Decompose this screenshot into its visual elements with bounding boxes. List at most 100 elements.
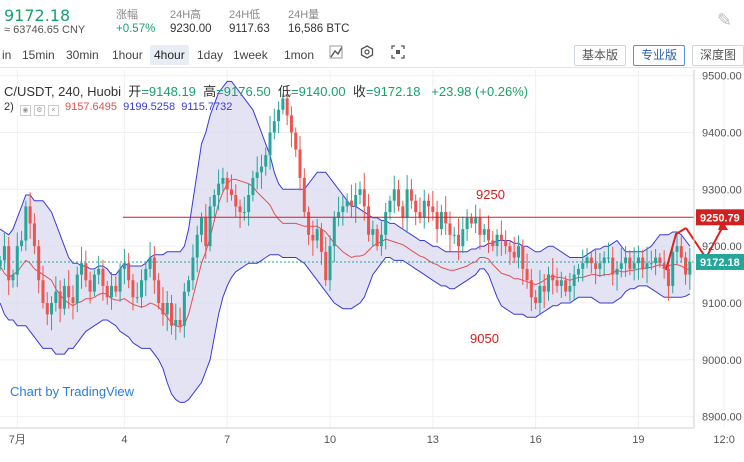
indicator-icon[interactable] bbox=[356, 45, 378, 65]
candle-body bbox=[499, 234, 503, 241]
candle-body bbox=[354, 195, 358, 207]
high-value: 9230.00 bbox=[170, 23, 212, 35]
candle-body bbox=[319, 229, 323, 252]
candle-body bbox=[379, 234, 383, 247]
candle-body bbox=[529, 280, 533, 298]
candle-body bbox=[469, 217, 473, 224]
candle-body bbox=[585, 257, 589, 264]
candle-body bbox=[384, 212, 388, 235]
candle-body bbox=[268, 132, 272, 156]
candle-body bbox=[285, 98, 289, 116]
candle-body bbox=[555, 280, 559, 286]
x-tick-label: 12:0 bbox=[713, 434, 734, 446]
candle-body bbox=[589, 257, 593, 264]
x-tick-label: 7月 bbox=[9, 434, 26, 446]
candle-body bbox=[118, 268, 122, 292]
candle-body bbox=[289, 115, 293, 133]
view-basic-button[interactable]: 基本版 bbox=[574, 45, 627, 66]
candle-body bbox=[542, 285, 546, 292]
candle-body bbox=[362, 189, 366, 207]
candle-body bbox=[508, 246, 512, 252]
timeframe-1day[interactable]: 1day bbox=[197, 48, 224, 62]
x-tick-label: 13 bbox=[427, 434, 439, 446]
candle-body bbox=[474, 217, 478, 224]
low-value-legend: 9140.00 bbox=[298, 84, 346, 99]
candle-body bbox=[452, 234, 456, 236]
candle-body bbox=[546, 274, 550, 292]
candle-body bbox=[521, 246, 525, 269]
candle-body bbox=[20, 240, 24, 247]
candle-body bbox=[208, 206, 212, 247]
candle-body bbox=[122, 263, 126, 269]
current-price-tag bbox=[696, 253, 744, 270]
candle-body bbox=[62, 285, 66, 309]
candle-body bbox=[217, 183, 221, 196]
timeframe-1week[interactable]: 1week bbox=[233, 48, 268, 62]
candle-style-icon[interactable] bbox=[325, 45, 347, 65]
candle-body bbox=[397, 189, 401, 207]
candle-body bbox=[294, 132, 298, 150]
candle-body bbox=[512, 251, 516, 258]
x-tick-label: 7 bbox=[224, 434, 230, 446]
candle-body bbox=[221, 177, 225, 184]
candle-body bbox=[418, 212, 422, 218]
close-icon[interactable]: × bbox=[47, 105, 59, 116]
candle-body bbox=[649, 263, 653, 265]
open-label: 开 bbox=[128, 84, 142, 99]
change-label: 涨幅 bbox=[116, 9, 138, 21]
annotation-9250: 9250 bbox=[476, 187, 505, 202]
tradingview-watermark[interactable]: Chart by TradingView bbox=[10, 384, 135, 399]
close-value-legend: 9172.18 bbox=[373, 84, 421, 99]
close-label-legend: 收 bbox=[352, 84, 366, 99]
candle-body bbox=[572, 274, 576, 286]
candle-body bbox=[598, 263, 602, 269]
candle-body bbox=[225, 177, 229, 190]
draw-pen-icon[interactable]: ✎ bbox=[716, 10, 732, 30]
candle-body bbox=[32, 223, 36, 247]
candle-body bbox=[272, 121, 276, 133]
candle-body bbox=[632, 263, 636, 269]
view-depth-button[interactable]: 深度图 bbox=[692, 45, 744, 66]
candle-body bbox=[349, 200, 353, 207]
candle-body bbox=[311, 234, 315, 241]
bb-mid-value: 9157.6495 bbox=[64, 101, 117, 113]
candle-body bbox=[328, 246, 332, 281]
change-value: +0.57% bbox=[116, 23, 156, 35]
candle-body bbox=[538, 285, 542, 303]
timeframe-30min[interactable]: 30min bbox=[66, 48, 99, 62]
low-value: 9117.63 bbox=[229, 23, 270, 35]
candle-body bbox=[191, 257, 195, 281]
candle-body bbox=[615, 268, 619, 275]
candle-body bbox=[606, 257, 610, 259]
timeframe-1min[interactable]: in bbox=[2, 48, 12, 62]
settings-icon[interactable]: ⚙ bbox=[33, 105, 45, 116]
candle-body bbox=[157, 280, 161, 303]
x-tick-label: 4 bbox=[121, 434, 127, 446]
y-tick-label: 9000.00 bbox=[702, 355, 742, 367]
candle-body bbox=[679, 246, 683, 258]
candle-body bbox=[628, 257, 632, 269]
candle-body bbox=[315, 229, 319, 241]
timeframe-15min[interactable]: 15min bbox=[22, 48, 55, 62]
candle-body bbox=[101, 268, 105, 286]
timeframe-1hour[interactable]: 1hour bbox=[112, 48, 143, 62]
timeframe-1mon[interactable]: 1mon bbox=[284, 48, 315, 62]
candle-body bbox=[517, 246, 520, 258]
candle-body bbox=[405, 189, 409, 218]
eye-icon[interactable]: ◉ bbox=[19, 105, 31, 116]
candle-body bbox=[84, 263, 88, 281]
view-pro-button[interactable]: 专业版 bbox=[633, 45, 686, 66]
annotation-9050: 9050 bbox=[470, 331, 499, 346]
candle-body bbox=[551, 274, 555, 281]
timeframe-4hour[interactable]: 4hour bbox=[150, 45, 189, 65]
candle-body bbox=[427, 200, 431, 207]
y-tick-label: 9400.00 bbox=[702, 128, 742, 140]
candle-body bbox=[114, 285, 118, 292]
candle-body bbox=[525, 268, 529, 281]
candle-body bbox=[594, 263, 598, 269]
fullscreen-icon[interactable] bbox=[387, 45, 409, 65]
candle-body bbox=[559, 280, 563, 286]
resistance-price-tag bbox=[696, 209, 744, 226]
candle-body bbox=[75, 274, 79, 303]
